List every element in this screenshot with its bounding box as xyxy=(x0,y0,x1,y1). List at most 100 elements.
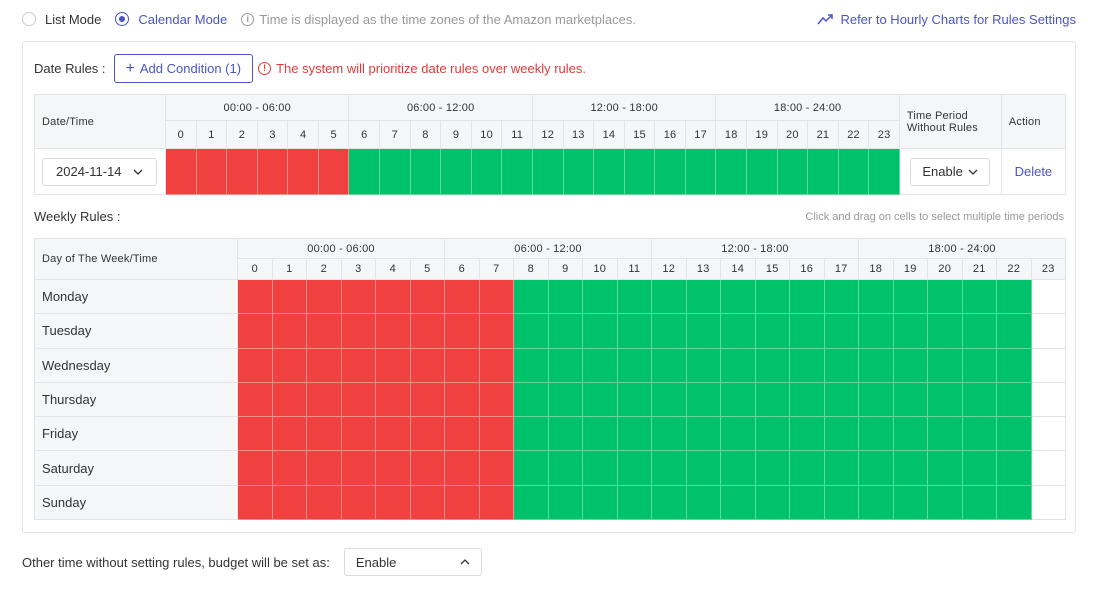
hour-cell-enabled[interactable] xyxy=(789,484,825,521)
hour-cell-enabled[interactable] xyxy=(513,450,549,486)
hour-cell-enabled[interactable] xyxy=(685,347,721,383)
hour-cell-paused[interactable] xyxy=(478,416,514,452)
hour-cell-enabled[interactable] xyxy=(616,278,652,315)
hour-cell-paused[interactable] xyxy=(237,416,273,452)
hour-cell-paused[interactable] xyxy=(271,347,307,383)
hour-cell-enabled[interactable] xyxy=(858,450,894,486)
hour-cell-paused[interactable] xyxy=(444,450,480,486)
hour-cell-enabled[interactable] xyxy=(789,313,825,349)
hour-cell-enabled[interactable] xyxy=(547,278,583,315)
hour-cell-enabled[interactable] xyxy=(720,484,756,521)
hour-cell-enabled[interactable] xyxy=(684,148,717,195)
hour-cell-enabled[interactable] xyxy=(892,313,928,349)
hour-cell-enabled[interactable] xyxy=(927,450,963,486)
hour-cell-paused[interactable] xyxy=(237,313,273,349)
hour-cell-enabled[interactable] xyxy=(776,148,809,195)
hour-cell-enabled[interactable] xyxy=(789,278,825,315)
hour-cell-paused[interactable] xyxy=(375,484,411,521)
hour-cell-paused[interactable] xyxy=(478,450,514,486)
hour-cell-enabled[interactable] xyxy=(789,381,825,418)
hour-cell-enabled[interactable] xyxy=(582,347,618,383)
hour-cell-enabled[interactable] xyxy=(858,416,894,452)
hour-cell-paused[interactable] xyxy=(444,484,480,521)
hour-cell-paused[interactable] xyxy=(478,278,514,315)
hour-cell-enabled[interactable] xyxy=(996,313,1032,349)
hour-cell-paused[interactable] xyxy=(478,347,514,383)
hour-cell-enabled[interactable] xyxy=(996,347,1032,383)
hour-cell-enabled[interactable] xyxy=(409,148,442,195)
without-rules-select[interactable]: Enable xyxy=(910,157,991,186)
hour-cell-paused[interactable] xyxy=(478,484,514,521)
hour-cell-enabled[interactable] xyxy=(961,484,997,521)
hour-cell-enabled[interactable] xyxy=(616,484,652,521)
hour-cell-enabled[interactable] xyxy=(892,278,928,315)
hour-cell-unset[interactable] xyxy=(1030,278,1066,315)
hour-cell-unset[interactable] xyxy=(1030,484,1066,521)
hour-cell-enabled[interactable] xyxy=(582,313,618,349)
hour-cell-enabled[interactable] xyxy=(685,450,721,486)
hour-cell-enabled[interactable] xyxy=(996,484,1032,521)
hour-cell-enabled[interactable] xyxy=(513,347,549,383)
hour-cell-enabled[interactable] xyxy=(651,381,687,418)
hour-cell-enabled[interactable] xyxy=(513,484,549,521)
hour-cell-paused[interactable] xyxy=(271,381,307,418)
hour-cell-paused[interactable] xyxy=(375,450,411,486)
radio-dot[interactable] xyxy=(22,12,36,26)
hour-cell-paused[interactable] xyxy=(409,313,445,349)
hour-cell-enabled[interactable] xyxy=(531,148,564,195)
hour-cell-enabled[interactable] xyxy=(547,381,583,418)
hour-cell-enabled[interactable] xyxy=(892,450,928,486)
hour-cell-enabled[interactable] xyxy=(547,416,583,452)
hour-cell-enabled[interactable] xyxy=(651,313,687,349)
hour-cell-enabled[interactable] xyxy=(868,148,900,195)
hour-cell-enabled[interactable] xyxy=(927,484,963,521)
hour-cell-enabled[interactable] xyxy=(858,484,894,521)
hour-cell-enabled[interactable] xyxy=(616,416,652,452)
hour-cell-paused[interactable] xyxy=(306,484,342,521)
hour-cell-enabled[interactable] xyxy=(789,450,825,486)
hour-cell-enabled[interactable] xyxy=(651,416,687,452)
hour-cell-unset[interactable] xyxy=(1030,313,1066,349)
hour-cell-enabled[interactable] xyxy=(823,416,859,452)
hour-cell-enabled[interactable] xyxy=(547,450,583,486)
hour-cell-enabled[interactable] xyxy=(513,381,549,418)
hour-cell-paused[interactable] xyxy=(165,148,197,195)
hour-cell-unset[interactable] xyxy=(1030,381,1066,418)
hour-cell-enabled[interactable] xyxy=(789,347,825,383)
hour-cell-paused[interactable] xyxy=(375,381,411,418)
hour-cell-paused[interactable] xyxy=(317,148,350,195)
hour-cell-enabled[interactable] xyxy=(858,278,894,315)
list-mode-radio[interactable]: List Mode xyxy=(22,12,101,27)
hour-cell-enabled[interactable] xyxy=(470,148,503,195)
hour-cell-enabled[interactable] xyxy=(927,278,963,315)
hour-cell-paused[interactable] xyxy=(306,450,342,486)
hour-cell-enabled[interactable] xyxy=(961,381,997,418)
hour-cell-paused[interactable] xyxy=(306,416,342,452)
hour-cell-paused[interactable] xyxy=(271,450,307,486)
hour-cell-enabled[interactable] xyxy=(807,148,839,195)
hour-cell-paused[interactable] xyxy=(237,278,273,315)
hour-cell-paused[interactable] xyxy=(226,148,258,195)
hour-cell-paused[interactable] xyxy=(409,381,445,418)
hour-cell-paused[interactable] xyxy=(271,484,307,521)
hour-cell-enabled[interactable] xyxy=(858,313,894,349)
hour-cell-paused[interactable] xyxy=(306,278,342,315)
hour-cell-paused[interactable] xyxy=(237,381,273,418)
hour-cell-paused[interactable] xyxy=(375,278,411,315)
hour-cell-enabled[interactable] xyxy=(823,381,859,418)
hour-cell-paused[interactable] xyxy=(340,278,376,315)
hour-cell-enabled[interactable] xyxy=(823,484,859,521)
date-picker[interactable]: 2024-11-14 xyxy=(42,157,157,186)
hour-cell-enabled[interactable] xyxy=(892,416,928,452)
hour-cell-paused[interactable] xyxy=(237,347,273,383)
hour-cell-enabled[interactable] xyxy=(754,347,790,383)
hour-cell-enabled[interactable] xyxy=(616,450,652,486)
add-condition-button[interactable]: + Add Condition (1) xyxy=(113,54,254,83)
hour-cell-paused[interactable] xyxy=(340,313,376,349)
hour-cell-enabled[interactable] xyxy=(593,148,625,195)
hour-cell-enabled[interactable] xyxy=(715,148,747,195)
hour-cell-enabled[interactable] xyxy=(685,313,721,349)
hour-cell-paused[interactable] xyxy=(271,313,307,349)
hour-cell-enabled[interactable] xyxy=(651,347,687,383)
hour-cell-paused[interactable] xyxy=(444,278,480,315)
